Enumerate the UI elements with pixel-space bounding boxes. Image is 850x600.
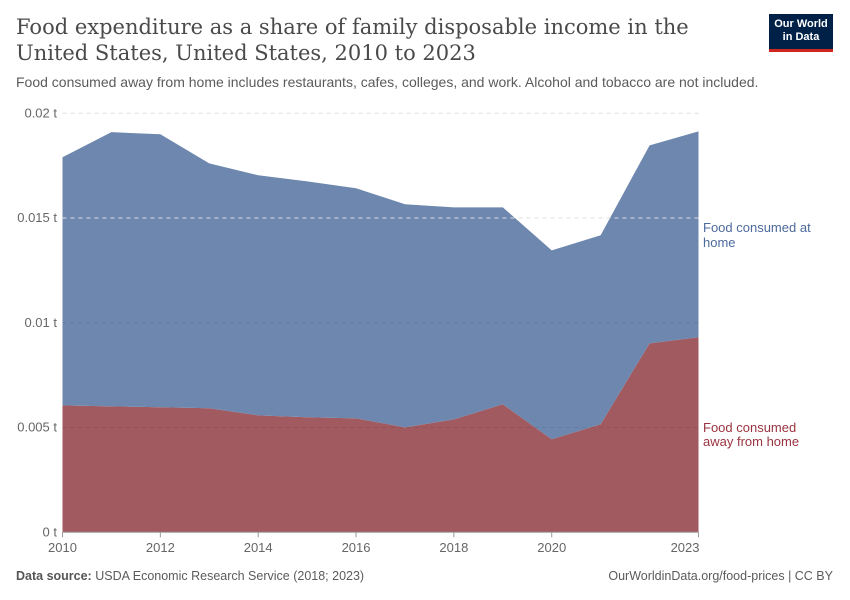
x-tick-label: 2023 xyxy=(671,540,700,555)
x-tick-label: 2012 xyxy=(146,540,175,555)
owid-logo[interactable]: Our World in Data xyxy=(769,14,833,52)
legend-label-away-from-home: away from home xyxy=(703,434,799,449)
source-link[interactable]: USDA Economic Research Service (2018; 20… xyxy=(95,569,365,583)
footer-url[interactable]: OurWorldinData.org/food-prices | CC BY xyxy=(608,569,833,583)
x-tick-label: 2010 xyxy=(48,540,77,555)
chart-title: Food expenditure as a share of family di… xyxy=(16,15,689,65)
y-tick-label: 0.01 t xyxy=(24,315,57,330)
y-tick-label: 0.005 t xyxy=(17,420,57,435)
area-at-home xyxy=(62,131,699,440)
x-tick-label: 2018 xyxy=(439,540,468,555)
area-away-from-home xyxy=(62,337,699,533)
y-tick-label: 0.02 t xyxy=(24,105,57,120)
legend-label-at-home: home xyxy=(703,235,736,250)
x-tick-label: 2014 xyxy=(244,540,273,555)
x-tick-label: 2020 xyxy=(537,540,566,555)
y-tick-label: 0 t xyxy=(43,524,58,539)
x-tick-label: 2016 xyxy=(342,540,371,555)
y-tick-label: 0.015 t xyxy=(17,210,57,225)
data-source: Data source: USDA Economic Research Serv… xyxy=(16,569,365,583)
chart-subtitle: Food consumed away from home includes re… xyxy=(16,74,759,90)
legend-label-at-home: Food consumed at xyxy=(703,220,811,235)
legend-label-away-from-home: Food consumed xyxy=(703,420,796,435)
